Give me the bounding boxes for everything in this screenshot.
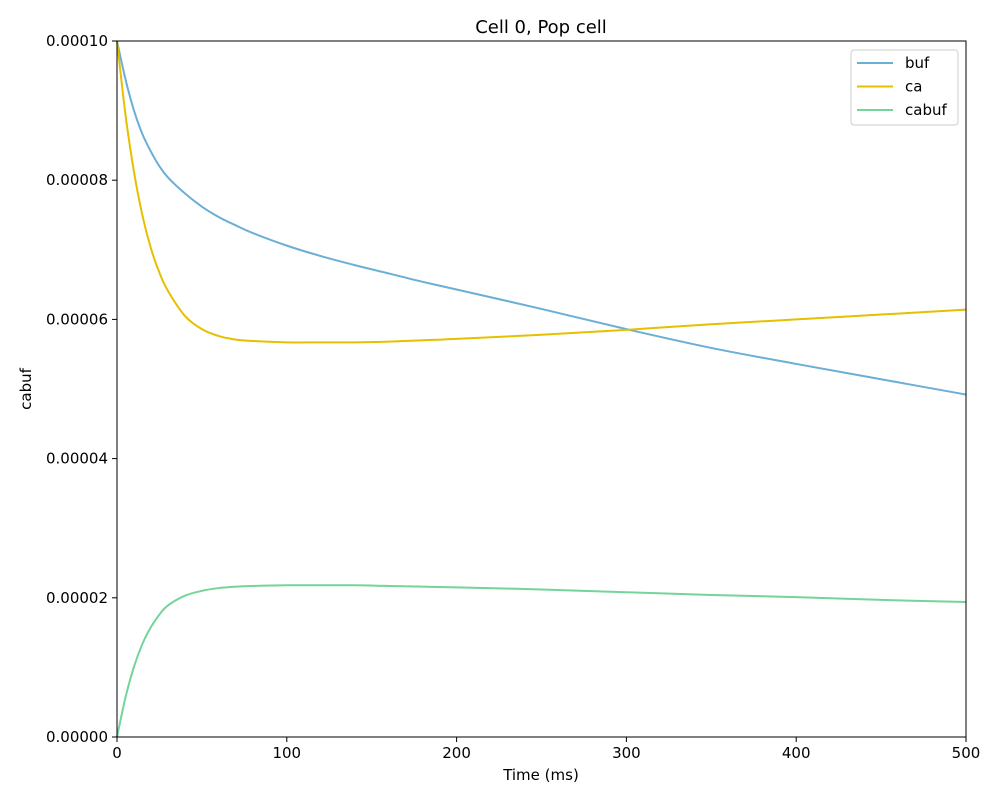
x-axis: 0 100 200 300 400 500 [112, 737, 980, 762]
chart-title: Cell 0, Pop cell [475, 17, 607, 38]
y-tick-label: 0.00006 [46, 310, 108, 328]
legend-label-buf: buf [905, 54, 930, 72]
legend-label-cabuf: cabuf [905, 101, 947, 119]
y-tick-label: 0.00002 [46, 589, 108, 607]
series-line-buf [116, 40, 967, 396]
series-line-ca [116, 40, 967, 344]
series-line-cabuf [116, 584, 967, 738]
plot-area [116, 40, 967, 738]
axes-frame [116, 40, 967, 738]
y-tick-label: 0.00010 [46, 32, 108, 50]
x-axis-label: Time (ms) [502, 766, 579, 784]
x-tick-label: 500 [952, 744, 981, 762]
x-tick-label: 300 [612, 744, 641, 762]
x-tick-label: 400 [782, 744, 811, 762]
x-tick-label: 0 [112, 744, 122, 762]
y-tick-label: 0.00004 [46, 450, 108, 468]
legend-label-ca: ca [905, 78, 922, 96]
y-axis: 0.00000 0.00002 0.00004 0.00006 0.00008 0.000… [46, 32, 117, 746]
x-tick-label: 200 [442, 744, 471, 762]
y-tick-label: 0.00000 [46, 728, 108, 746]
legend: buf ca cabuf [850, 49, 959, 126]
y-tick-label: 0.00008 [46, 171, 108, 189]
x-tick-label: 100 [272, 744, 301, 762]
legend-box [850, 49, 959, 126]
y-axis-label: cabuf [17, 367, 35, 409]
